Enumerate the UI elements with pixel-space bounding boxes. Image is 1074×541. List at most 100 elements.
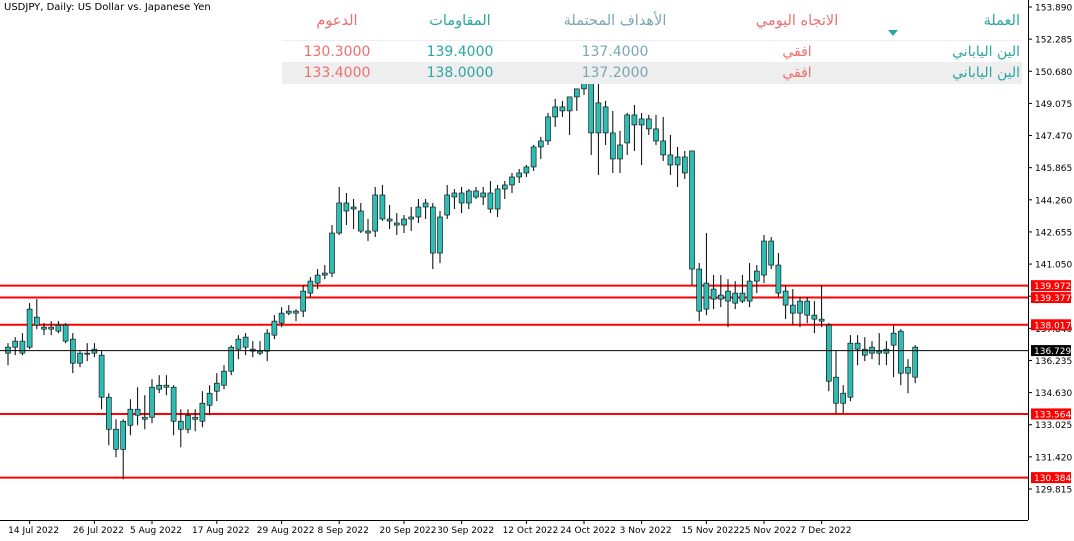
level-price-tag	[1031, 292, 1071, 304]
y-tick-label: 136.235	[1035, 357, 1072, 367]
candle-body	[717, 294, 724, 300]
candle-body	[156, 384, 162, 390]
candle-body	[559, 106, 566, 112]
table-header: العملة الاتجاه اليومي الأهداف المحتملة ا…	[282, 6, 1022, 36]
x-tick-label: 24 Oct 2022	[560, 526, 616, 536]
header-resistances: المقاومات	[429, 13, 491, 29]
candle-body	[876, 350, 883, 354]
candle	[645, 114, 652, 135]
candle	[199, 391, 206, 428]
row-support: 130.3000	[303, 44, 371, 60]
candle	[761, 235, 767, 284]
candle	[185, 409, 191, 434]
candle-body	[293, 310, 299, 314]
candle-body	[761, 240, 767, 276]
candle	[393, 213, 400, 236]
candle-body	[178, 420, 184, 430]
candle-body	[552, 106, 559, 118]
candle-body	[811, 314, 818, 320]
candle-body	[624, 114, 631, 144]
candle-body	[372, 194, 379, 232]
row-resistance: 138.0000	[426, 65, 494, 81]
candle	[480, 186, 487, 206]
candle	[537, 136, 544, 159]
candle-body	[242, 336, 249, 348]
candle	[178, 409, 184, 448]
y-tick-label: 142.655	[1035, 228, 1072, 238]
candle	[717, 275, 724, 308]
candle-body	[681, 156, 688, 174]
candle-body	[393, 222, 400, 226]
current-price-label: 136.729	[1034, 347, 1071, 357]
candle-body	[710, 288, 717, 300]
candle-body	[487, 192, 494, 210]
candle	[113, 419, 119, 458]
candle-body	[185, 414, 191, 430]
candle	[501, 180, 508, 199]
header-targets: الأهداف المحتملة	[563, 13, 667, 29]
candle-body	[386, 218, 393, 222]
candle	[357, 203, 364, 234]
candle	[602, 100, 609, 145]
candle-body	[739, 292, 746, 302]
candle	[811, 301, 818, 334]
candle-body	[545, 116, 551, 142]
candle	[307, 277, 314, 298]
current-price-tag	[1031, 345, 1071, 357]
candle	[689, 150, 695, 286]
candle-body	[321, 272, 328, 276]
candle-body	[768, 240, 775, 266]
x-tick-label: 7 Dec 2022	[800, 526, 852, 536]
candle	[84, 343, 90, 362]
candle-body	[789, 304, 796, 314]
candle-body	[458, 192, 465, 204]
candle-body	[609, 132, 616, 160]
candle-body	[890, 332, 897, 346]
candle-body	[840, 392, 847, 404]
candle-body	[725, 290, 731, 302]
candle	[379, 184, 386, 222]
candle	[415, 198, 422, 224]
candle-body	[214, 382, 220, 392]
y-tick-label: 134.630	[1035, 389, 1072, 399]
candle-body	[429, 206, 436, 254]
candle-body	[797, 300, 803, 314]
level-price-label: 139.377	[1034, 294, 1071, 304]
table-row: الين الياباني افقي 137.4000 139.4000 130…	[282, 40, 1022, 63]
candle-body	[638, 118, 645, 126]
time-axis: 14 Jul 2022 26 Jul 2022 5 Aug 2022 17 Aug 2…	[8, 520, 851, 536]
candle	[98, 351, 105, 410]
candle-body	[473, 190, 479, 198]
candle-body	[106, 396, 112, 430]
candle	[386, 205, 393, 230]
candle	[609, 110, 616, 173]
candle-body	[329, 232, 335, 274]
candle-body	[480, 192, 487, 198]
candle	[876, 333, 883, 366]
candle	[55, 321, 62, 334]
candle-body	[62, 324, 69, 342]
candle	[638, 112, 645, 165]
candle	[329, 225, 335, 278]
level-price-label: 133.564	[1034, 410, 1071, 420]
y-tick-label: 149.075	[1035, 100, 1072, 110]
candle-body	[401, 218, 407, 226]
level-price-tag	[1031, 408, 1071, 420]
candle	[12, 337, 18, 356]
sort-down-icon[interactable]	[888, 30, 898, 36]
candle	[271, 315, 278, 340]
candle	[343, 192, 350, 226]
level-price-label: 138.017	[1034, 321, 1071, 331]
candle	[797, 297, 803, 328]
candle	[804, 297, 811, 324]
candle-body	[573, 88, 580, 98]
x-tick-label: 29 Aug 2022	[257, 526, 315, 536]
candle	[530, 144, 537, 171]
candle-body	[465, 190, 472, 204]
candle	[710, 275, 717, 310]
candle	[444, 184, 451, 220]
candle	[653, 114, 659, 145]
candle-body	[33, 316, 40, 326]
candle	[62, 323, 69, 344]
